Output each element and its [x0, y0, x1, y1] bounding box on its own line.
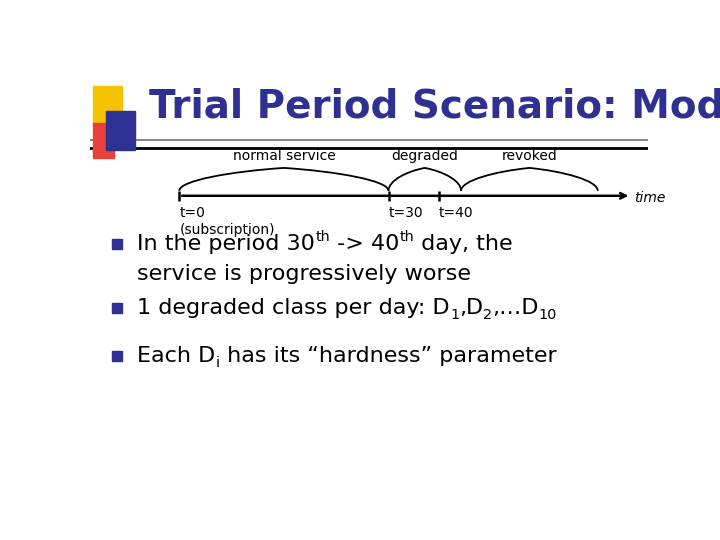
Text: 2: 2	[483, 308, 492, 322]
Text: has its “hardness” parameter: has its “hardness” parameter	[220, 346, 557, 366]
Bar	[112, 303, 122, 313]
Bar	[112, 351, 122, 361]
Text: (subscription): (subscription)	[179, 223, 275, 237]
Bar	[93, 123, 114, 158]
Text: degraded: degraded	[392, 149, 458, 163]
Text: In the period 30: In the period 30	[138, 234, 315, 254]
Bar	[112, 239, 122, 248]
Bar	[106, 111, 135, 150]
Text: day, the: day, the	[414, 234, 513, 254]
Text: revoked: revoked	[502, 149, 557, 163]
Text: ,D: ,D	[459, 298, 483, 318]
Bar	[93, 85, 122, 125]
Text: Each D: Each D	[138, 346, 216, 366]
Text: t=40: t=40	[438, 206, 473, 220]
Text: 10: 10	[539, 308, 557, 322]
Text: ,…D: ,…D	[492, 298, 539, 318]
Text: th: th	[315, 230, 330, 244]
Text: th: th	[400, 230, 414, 244]
Text: 1 degraded class per day: D: 1 degraded class per day: D	[138, 298, 450, 318]
Text: normal service: normal service	[233, 149, 336, 163]
Text: t=30: t=30	[389, 206, 423, 220]
Text: 1: 1	[450, 308, 459, 322]
Text: time: time	[634, 191, 665, 205]
Text: Trial Period Scenario: Model: Trial Period Scenario: Model	[148, 87, 720, 125]
Text: service is progressively worse: service is progressively worse	[138, 264, 472, 284]
Text: -> 40: -> 40	[330, 234, 400, 254]
Text: t=0: t=0	[179, 206, 205, 220]
Text: i: i	[216, 356, 220, 370]
